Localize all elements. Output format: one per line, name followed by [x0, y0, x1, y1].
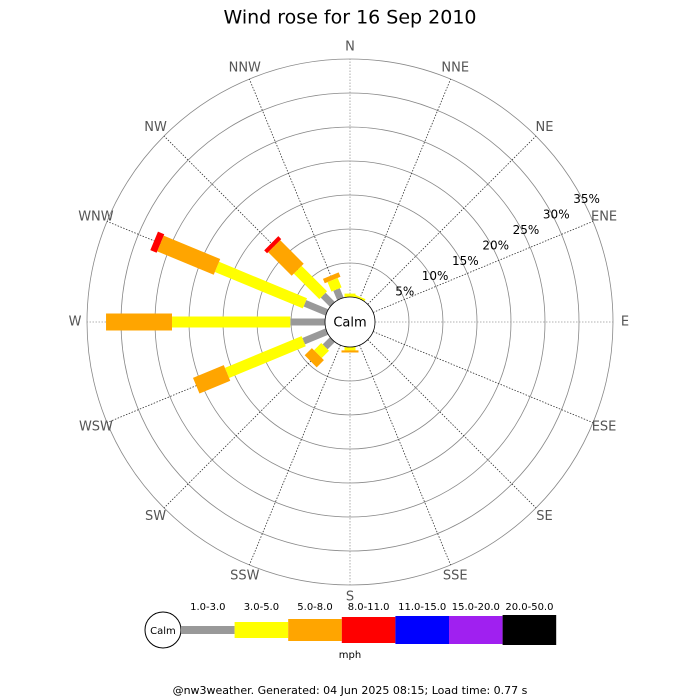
- bar-segment: [192, 365, 231, 394]
- legend-swatch: [395, 616, 449, 644]
- legend-label: 15.0-20.0: [452, 602, 500, 613]
- ring-label: 35%: [573, 192, 600, 206]
- spoke: [372, 220, 594, 313]
- calm-circle: [324, 296, 376, 348]
- legend-label: 5.0-8.0: [297, 602, 332, 613]
- legend-calm-label: Calm: [150, 626, 176, 637]
- spoke: [163, 339, 333, 509]
- legend-swatch: [341, 617, 396, 643]
- direction-label: E: [621, 315, 629, 330]
- direction-label: NNE: [441, 60, 469, 75]
- bar-segment: [214, 261, 308, 309]
- bar-segment: [320, 292, 335, 307]
- direction-label: NW: [144, 120, 167, 135]
- direction-label: WNW: [78, 209, 114, 224]
- spoke: [248, 344, 341, 566]
- legend-swatch: [234, 622, 289, 638]
- direction-label: SSW: [230, 569, 260, 584]
- direction-label: SSE: [443, 569, 468, 584]
- bar-segment: [322, 272, 341, 284]
- bar-segment: [327, 277, 342, 292]
- calm-label: Calm: [333, 316, 366, 331]
- spoke: [372, 331, 594, 424]
- bar-segment: [302, 328, 329, 345]
- legend-swatch: [502, 615, 557, 645]
- spoke: [359, 78, 452, 300]
- legend-label: 3.0-5.0: [244, 602, 279, 613]
- legend-swatch: [449, 616, 503, 644]
- chart-title: Wind rose for 16 Sep 2010: [223, 7, 476, 29]
- bar-segment: [150, 231, 165, 253]
- direction-label: WSW: [79, 420, 113, 435]
- direction-label: S: [346, 590, 354, 605]
- ring-label: 10%: [422, 269, 449, 283]
- legend-unit: mph: [339, 650, 361, 661]
- ring-label: 25%: [513, 223, 540, 237]
- bar-segment: [314, 343, 329, 358]
- bar-segment: [322, 337, 335, 350]
- direction-label: ENE: [591, 209, 617, 224]
- direction-label: SE: [536, 509, 552, 524]
- spoke: [359, 344, 452, 566]
- direction-label: NE: [535, 120, 553, 135]
- legend-label: 20.0-50.0: [505, 602, 553, 613]
- direction-label: N: [345, 40, 355, 55]
- spoke: [248, 78, 341, 300]
- bar-segment: [157, 235, 221, 275]
- ring-label: 15%: [452, 254, 479, 268]
- legend-label: 11.0-15.0: [398, 602, 446, 613]
- spoke: [367, 135, 537, 305]
- ring-label: 5%: [395, 285, 414, 299]
- legend-swatch: [288, 619, 342, 641]
- footer: @nw3weather. Generated: 04 Jun 2025 08:1…: [173, 684, 528, 697]
- ring-label: 20%: [482, 238, 509, 252]
- bar-segment: [304, 348, 324, 368]
- direction-label: ESE: [592, 420, 617, 435]
- legend-swatch: [181, 626, 235, 634]
- legend-label: 8.0-11.0: [348, 602, 390, 613]
- ring-label: 30%: [543, 207, 570, 221]
- bar-segment: [293, 265, 328, 300]
- direction-label: NNW: [229, 60, 261, 75]
- direction-label: SW: [145, 509, 166, 524]
- bar-segment: [303, 300, 329, 316]
- bar-segment: [333, 288, 344, 301]
- bar-segment: [268, 240, 304, 276]
- spoke: [367, 339, 537, 509]
- bar-segment: [264, 236, 282, 254]
- legend-label: 1.0-3.0: [190, 602, 225, 613]
- bar-segment: [224, 336, 306, 379]
- direction-label: W: [69, 315, 82, 330]
